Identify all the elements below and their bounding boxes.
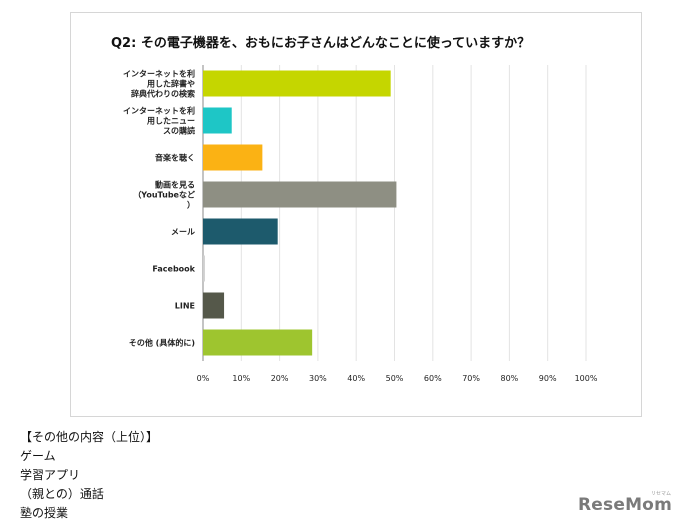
x-tick-label: 40% bbox=[347, 374, 365, 383]
category-label: LINE bbox=[175, 302, 195, 311]
x-tick-label: 30% bbox=[309, 374, 327, 383]
category-label: ） bbox=[187, 200, 195, 210]
bar bbox=[203, 181, 397, 208]
x-tick-label: 10% bbox=[232, 374, 250, 383]
other-contents-notes: 【その他の内容（上位）】 ゲーム 学習アプリ （親との）通話 塾の授業 bbox=[20, 428, 158, 523]
chart-frame: Q2: その電子機器を、おもにお子さんはどんなことに使っていますか？ インターネ… bbox=[70, 12, 642, 417]
chart-title: Q2: その電子機器を、おもにお子さんはどんなことに使っていますか？ bbox=[111, 35, 530, 51]
bars-layer bbox=[203, 70, 397, 356]
resemom-logo: ReseMom bbox=[578, 495, 672, 515]
bar bbox=[203, 329, 313, 356]
x-tick-label: 0% bbox=[197, 374, 210, 383]
category-label: 辞典代わりの検索 bbox=[131, 89, 195, 99]
x-tick-label: 70% bbox=[462, 374, 480, 383]
logo-kana: リセマム bbox=[651, 491, 672, 497]
bar bbox=[203, 107, 232, 134]
x-tick-label: 80% bbox=[501, 374, 519, 383]
bar bbox=[203, 218, 278, 245]
x-tick-label: 90% bbox=[539, 374, 557, 383]
bar bbox=[203, 144, 263, 171]
bar-chart: Q2: その電子機器を、おもにお子さんはどんなことに使っていますか？ インターネ… bbox=[111, 35, 598, 383]
category-label: 動画を見る bbox=[155, 180, 195, 190]
bar bbox=[203, 292, 225, 319]
category-label: （YouTubeなど bbox=[133, 190, 195, 200]
notes-heading: 【その他の内容（上位）】 bbox=[20, 430, 159, 444]
category-label: メール bbox=[171, 228, 195, 237]
x-tick-label: 100% bbox=[575, 374, 598, 383]
category-label: Facebook bbox=[152, 265, 195, 274]
category-label: 用したニュー bbox=[146, 116, 195, 126]
category-label: その他 (具体的に) bbox=[129, 338, 195, 348]
category-label: インターネットを利 bbox=[123, 106, 195, 116]
category-labels: インターネットを利用した辞書や辞典代わりの検索インターネットを利用したニュースの… bbox=[123, 69, 196, 348]
category-label: スの購読 bbox=[163, 126, 195, 136]
bar bbox=[203, 70, 391, 97]
category-label: 用した辞書や bbox=[146, 79, 195, 89]
x-tick-labels: 0% 10% 20% 30% 40% 50% 60% 70% 80% 90% 100% bbox=[197, 374, 598, 383]
notes-item-cram-school: 塾の授業 bbox=[20, 506, 69, 520]
bar bbox=[203, 255, 205, 282]
grid-layer bbox=[202, 65, 587, 361]
category-label: 音楽を聴く bbox=[155, 153, 195, 163]
notes-item-call: （親との）通話 bbox=[20, 487, 104, 501]
x-tick-label: 20% bbox=[271, 374, 289, 383]
notes-item-study-app: 学習アプリ bbox=[20, 468, 81, 482]
x-tick-label: 60% bbox=[424, 374, 442, 383]
notes-item-game: ゲーム bbox=[20, 449, 56, 463]
category-label: インターネットを利 bbox=[123, 69, 195, 79]
x-tick-label: 50% bbox=[386, 374, 404, 383]
